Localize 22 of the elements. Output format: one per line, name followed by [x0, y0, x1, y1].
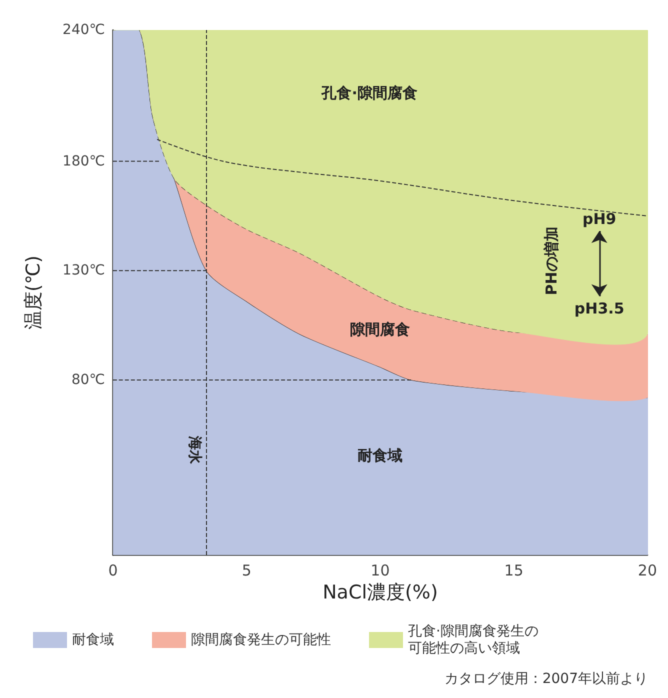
y-tick-label: 240℃: [62, 22, 105, 38]
x-tick-label: 10: [370, 562, 390, 580]
annotation: PHの増加: [542, 226, 560, 296]
y-tick-label: 80℃: [71, 372, 105, 388]
x-tick-label: 5: [242, 562, 252, 580]
y-tick-label: 130℃: [62, 262, 105, 279]
x-tick-label: 0: [108, 562, 118, 580]
legend-label: 耐食域: [72, 632, 114, 648]
x-tick-label: 15: [504, 562, 524, 580]
y-tick-label: 180℃: [62, 153, 105, 170]
legend-label: 隙間腐食発生の可能性: [191, 632, 331, 648]
text: カタログ使用：2007年以前より: [444, 671, 648, 687]
legend-label: 孔食·隙間腐食発生の可能性の高い領域: [408, 624, 538, 656]
annotation: pH9: [582, 210, 616, 228]
ref-line-label: 海水: [186, 435, 203, 465]
x-axis-title: NaCl濃度(%): [322, 582, 438, 604]
annotation: pH3.5: [574, 299, 624, 318]
y-axis-title: 温度(℃): [22, 255, 44, 330]
annotation: 孔食·隙間腐食: [320, 84, 418, 102]
annotation: 隙間腐食: [350, 320, 410, 338]
x-tick-label: 20: [638, 562, 658, 580]
annotation: 耐食域: [358, 446, 403, 464]
